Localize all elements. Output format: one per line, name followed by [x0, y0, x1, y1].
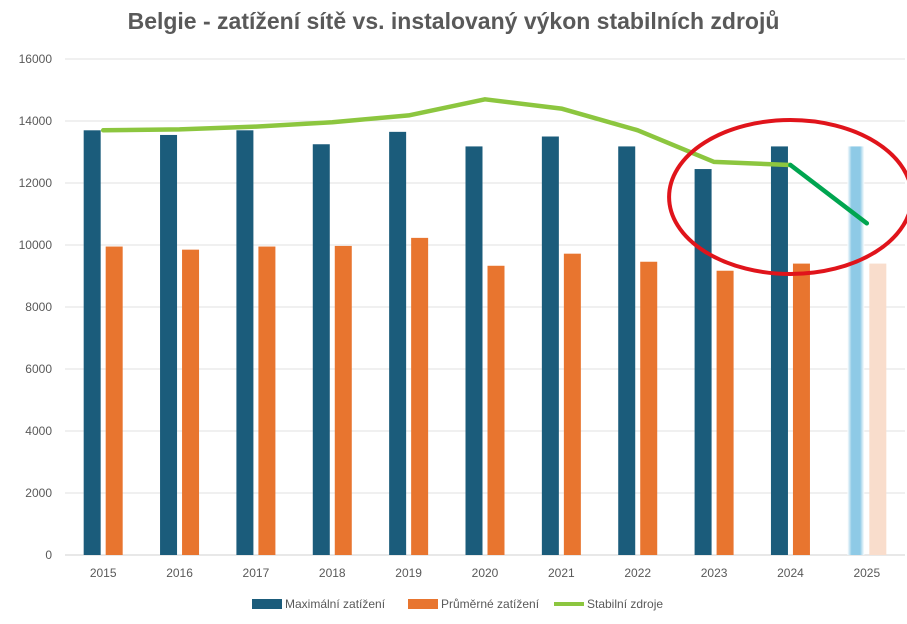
y-tick-label: 8000 [25, 300, 52, 314]
bar-max-2019 [389, 131, 407, 555]
legend-label: Stabilní zdroje [587, 597, 663, 611]
bar-max-2017 [236, 130, 254, 556]
legend-label: Maximální zatížení [285, 597, 386, 611]
x-tick-label: 2018 [319, 566, 346, 580]
y-tick-label: 6000 [25, 362, 52, 376]
bar-avg-2025 [869, 263, 887, 555]
bar-avg-2018 [334, 245, 352, 555]
bar-avg-2020 [487, 265, 505, 555]
bar-avg-2023 [716, 270, 734, 555]
y-tick-label: 14000 [19, 114, 53, 128]
legend-swatch-bar [408, 599, 438, 609]
chart-title: Belgie - zatížení sítě vs. instalovaný v… [127, 8, 780, 34]
x-tick-label: 2022 [624, 566, 651, 580]
x-tick-label: 2015 [90, 566, 117, 580]
y-axis-ticks: 0 2000 4000 6000 8000 10000 12000 14000 16000 [19, 52, 53, 562]
bar-max-2022 [618, 146, 636, 556]
y-tick-label: 4000 [25, 424, 52, 438]
bar-avg-2022 [640, 261, 658, 555]
bar-max-2018 [312, 144, 330, 555]
x-tick-label: 2025 [853, 566, 880, 580]
stabilni-zdroje-projection-line [788, 162, 870, 226]
x-tick-label: 2017 [243, 566, 270, 580]
line-layer [100, 97, 870, 226]
y-tick-label: 10000 [19, 238, 53, 252]
highlight-ellipse [667, 118, 907, 276]
legend: Maximální zatížení Průměrné zatížení Stabi… [252, 597, 663, 611]
bar-avg-2017 [258, 246, 276, 556]
bar-avg-2021 [563, 253, 581, 555]
x-tick-label: 2019 [395, 566, 422, 580]
bar-max-2020 [465, 146, 483, 556]
bar-max-2023 [694, 169, 712, 556]
bar-avg-2016 [182, 249, 200, 555]
bar-layer [83, 130, 887, 556]
x-tick-label: 2023 [701, 566, 728, 580]
bar-max-2021 [541, 136, 559, 555]
x-tick-label: 2024 [777, 566, 804, 580]
legend-swatch-bar [252, 599, 282, 609]
bar-max-2016 [160, 134, 178, 555]
bar-max-2025 [847, 146, 865, 556]
grid-layer [65, 58, 905, 556]
x-axis-ticks: 2015 2016 2017 2018 2019 2020 2021 2022 2023 2024… [90, 566, 881, 580]
x-tick-label: 2020 [472, 566, 499, 580]
y-tick-label: 2000 [25, 486, 52, 500]
bar-avg-2024 [792, 263, 810, 555]
y-tick-label: 12000 [19, 176, 53, 190]
y-tick-label: 0 [45, 548, 52, 562]
annotation-layer [667, 118, 907, 276]
x-tick-label: 2021 [548, 566, 575, 580]
bar-max-2015 [83, 130, 101, 556]
bar-avg-2015 [105, 246, 123, 556]
bar-max-2024 [770, 146, 788, 556]
y-tick-label: 16000 [19, 52, 53, 66]
x-tick-label: 2016 [166, 566, 193, 580]
bar-avg-2019 [411, 237, 429, 555]
stabilni-zdroje-line [100, 97, 793, 168]
legend-label: Průměrné zatížení [441, 597, 540, 611]
